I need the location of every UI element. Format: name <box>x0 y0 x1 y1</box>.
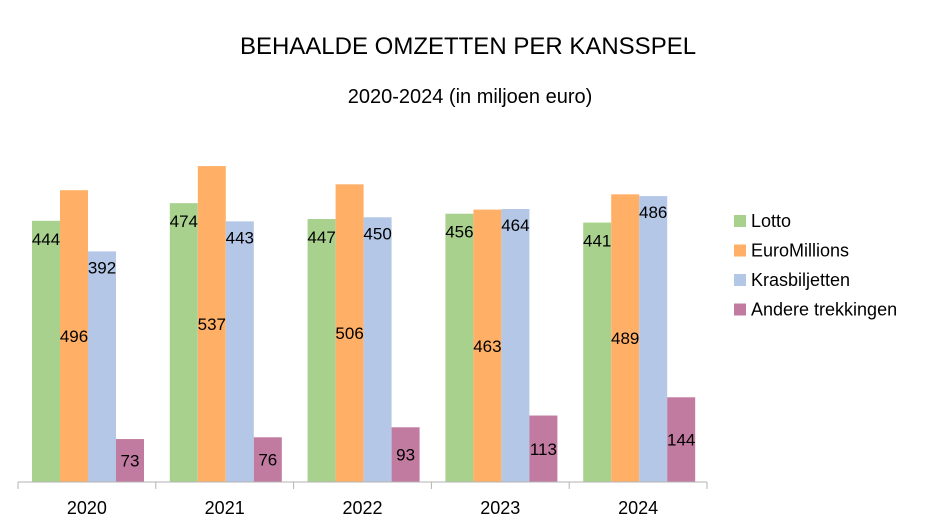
bar-lotto-2021 <box>169 203 198 482</box>
x-tick-label-2022: 2022 <box>342 498 382 518</box>
chart-title: BEHAALDE OMZETTEN PER KANSSPEL <box>240 33 696 60</box>
legend-swatch-euromillions <box>734 244 746 257</box>
label-lotto-2020: 444 <box>32 230 60 249</box>
bar-lotto-2020 <box>32 220 60 482</box>
label-andere-trekkingen-2021: 76 <box>258 451 277 470</box>
bar-euromillions-2022 <box>335 184 364 483</box>
legend-swatch-lotto <box>734 215 746 227</box>
bar-lotto-2023 <box>445 213 474 482</box>
label-andere-trekkingen-2020: 73 <box>121 452 140 471</box>
bar-lotto-2022 <box>307 219 336 482</box>
x-tick-label-2023: 2023 <box>480 498 520 518</box>
bar-krasbiljetten-2021 <box>225 221 254 482</box>
bar-euromillions-2021 <box>197 166 226 483</box>
label-krasbiljetten-2022: 450 <box>363 224 391 243</box>
label-euromillions-2020: 496 <box>60 327 88 346</box>
label-lotto-2022: 447 <box>307 228 335 247</box>
bar-euromillions-2020 <box>60 190 88 483</box>
label-lotto-2023: 456 <box>445 223 473 242</box>
bar-euromillions-2023 <box>473 209 502 482</box>
label-andere-trekkingen-2024: 144 <box>667 431 695 450</box>
label-andere-trekkingen-2022: 93 <box>396 446 415 465</box>
label-euromillions-2022: 506 <box>335 324 363 343</box>
legend-label-krasbiljetten: Krasbiljetten <box>751 270 850 290</box>
x-axis: 2020 2021 2022 2023 2024 <box>17 481 708 518</box>
bar-andere-trekkingen-2023 <box>529 415 558 482</box>
legend-label-andere-trekkingen: Andere trekkingen <box>751 300 897 320</box>
label-andere-trekkingen-2023: 113 <box>530 440 557 459</box>
label-krasbiljetten-2024: 486 <box>639 203 667 222</box>
legend: Lotto EuroMillions Krasbiljetten Andere tre… <box>734 211 897 320</box>
x-tick-label-2024: 2024 <box>618 498 658 518</box>
bar-andere-trekkingen-2022 <box>391 427 420 482</box>
bars-group: 444 496 392 73 474 537 443 76 447 506 450 93 456 463 4… <box>32 166 696 483</box>
legend-swatch-krasbiljetten <box>734 274 746 286</box>
bar-andere-trekkingen-2020 <box>116 439 144 482</box>
label-krasbiljetten-2021: 443 <box>226 228 254 247</box>
x-tick-label-2020: 2020 <box>67 498 107 518</box>
bar-krasbiljetten-2020 <box>88 251 116 482</box>
legend-label-lotto: Lotto <box>751 211 791 231</box>
label-euromillions-2021: 537 <box>198 315 226 334</box>
legend-swatch-andere-trekkingen <box>734 303 746 316</box>
bar-euromillions-2024 <box>611 194 640 483</box>
bar-krasbiljetten-2024 <box>639 196 668 483</box>
label-lotto-2021: 474 <box>170 212 198 231</box>
legend-label-euromillions: EuroMillions <box>751 241 849 261</box>
label-lotto-2024: 441 <box>583 232 611 251</box>
label-krasbiljetten-2020: 392 <box>88 258 116 277</box>
label-krasbiljetten-2023: 464 <box>501 216 529 235</box>
bar-andere-trekkingen-2024 <box>667 397 696 482</box>
bar-lotto-2024 <box>583 222 612 482</box>
bar-krasbiljetten-2023 <box>501 209 530 482</box>
x-tick-label-2021: 2021 <box>205 498 245 518</box>
bar-andere-trekkingen-2021 <box>253 437 282 482</box>
label-euromillions-2024: 489 <box>611 329 639 348</box>
chart-subtitle: 2020-2024 (in miljoen euro) <box>348 86 593 108</box>
label-euromillions-2023: 463 <box>473 337 501 356</box>
bar-krasbiljetten-2022 <box>363 217 392 482</box>
